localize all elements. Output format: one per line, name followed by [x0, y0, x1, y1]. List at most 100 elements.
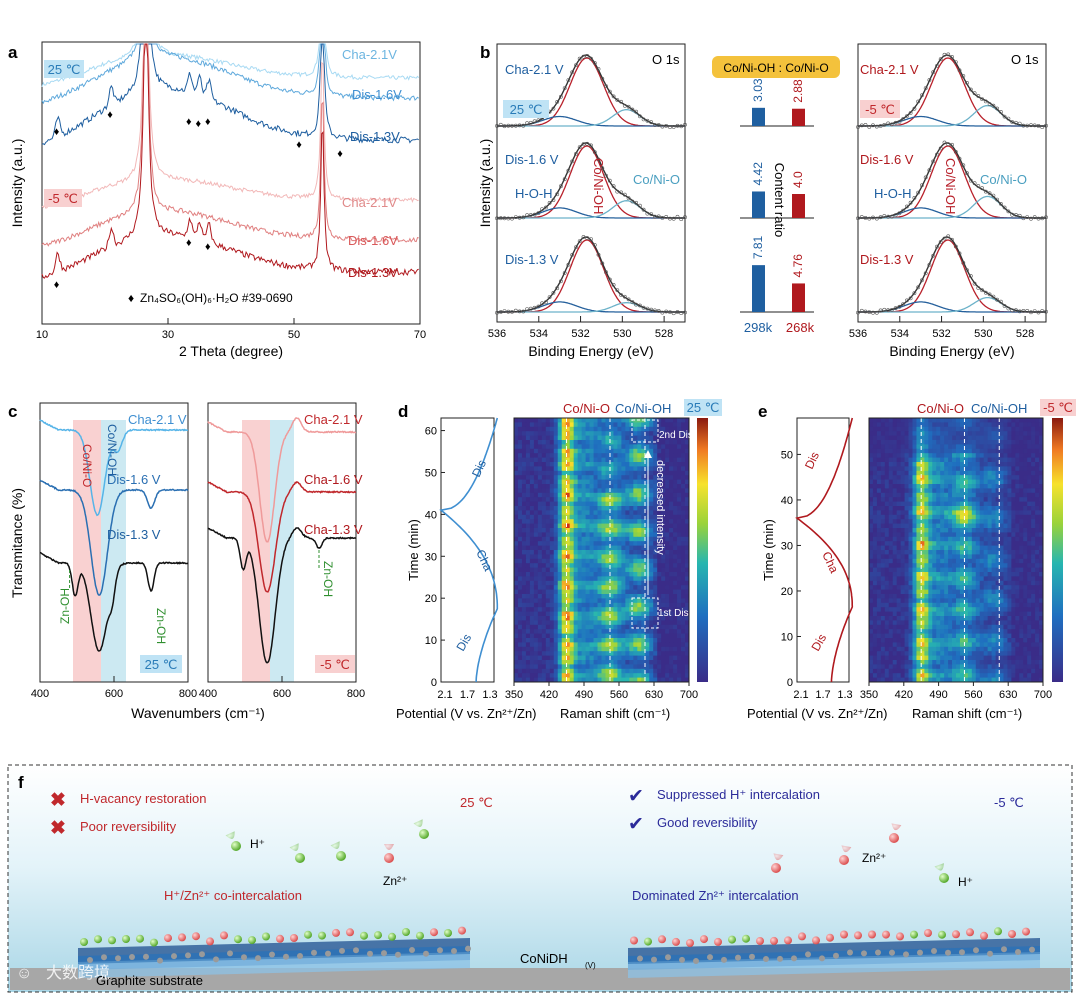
heat-cell: [1011, 594, 1016, 599]
heat-cell: [987, 435, 992, 441]
heat-cell: [593, 440, 598, 445]
heat-cell: [573, 558, 579, 564]
heat-cell: [975, 426, 981, 432]
annotation-box: [631, 419, 659, 443]
heat-cell: [633, 585, 638, 590]
heat-cell: [541, 510, 547, 516]
heat-cell: [529, 655, 535, 661]
heat-cell: [561, 466, 567, 472]
heat-cell: [936, 444, 941, 450]
heat-cell: [1007, 488, 1012, 494]
heat-cell: [597, 580, 602, 586]
heat-cell: [525, 554, 531, 560]
heat-cell: [633, 466, 638, 472]
heat-cell: [541, 444, 547, 450]
ftir-curve: [207, 480, 357, 593]
heat-cell: [529, 488, 535, 494]
heat-cell: [645, 668, 650, 674]
xrd-diamond-marker: ♦: [54, 126, 60, 138]
heat-cell: [681, 448, 686, 454]
heat-cell: [1007, 563, 1012, 568]
xps-data-point: [634, 200, 639, 205]
heat-cell: [681, 431, 686, 436]
heat-cell: [617, 563, 622, 568]
heat-cell: [685, 567, 690, 573]
heat-cell: [987, 475, 992, 480]
heat-cell: [948, 440, 953, 445]
heat-cell: [1019, 519, 1024, 524]
heat-cell: [1031, 541, 1036, 546]
xps-data-point: [916, 190, 921, 195]
heat-cell: [533, 624, 539, 630]
heat-cell: [565, 624, 571, 630]
heat-cell: [1015, 550, 1020, 555]
heat-cell: [967, 501, 973, 507]
heat-cell: [924, 523, 929, 529]
heat-cell: [541, 448, 547, 454]
heat-cell: [633, 646, 638, 652]
heat-cell: [876, 563, 882, 568]
heat-cell: [653, 673, 658, 678]
heat-cell: [521, 479, 527, 485]
heat-cell: [669, 431, 674, 436]
heat-cell: [621, 629, 626, 634]
xrd-diamond-marker: ♦: [54, 279, 60, 291]
heat-cell: [537, 426, 543, 432]
heat-cell: [940, 426, 945, 432]
heat-cell: [565, 677, 571, 683]
heat-cell: [653, 589, 658, 595]
heat-cell: [681, 660, 686, 665]
heat-cell: [641, 545, 646, 551]
xps-data-point: [878, 124, 883, 128]
heat-cell: [633, 514, 638, 520]
heat-cell: [613, 563, 618, 568]
heat-cell: [869, 506, 874, 511]
heat-cell: [940, 435, 945, 441]
heat-cell: [557, 545, 563, 551]
heat-cell: [920, 594, 925, 599]
heat-cell: [657, 431, 662, 436]
heat-cell: [936, 510, 941, 516]
heat-cell: [900, 536, 905, 542]
heat-cell: [517, 506, 523, 511]
heat-cell: [673, 611, 678, 617]
heat-cell: [1015, 418, 1020, 423]
heat-cell: [621, 422, 626, 428]
heat-cell: [995, 580, 1000, 586]
heat-cell: [956, 594, 961, 599]
heat-cell: [613, 541, 618, 546]
panel-a-tag-m5c: [44, 189, 82, 207]
heat-cell: [609, 629, 614, 634]
heat-cell: [533, 545, 539, 551]
heat-cell: [983, 510, 989, 516]
heat-cell: [959, 457, 965, 463]
heat-cell: [967, 435, 973, 441]
heat-cell: [920, 576, 925, 582]
heat-cell: [952, 488, 957, 494]
heat-cell: [1011, 479, 1016, 485]
heat-cell: [617, 572, 622, 577]
heat-cell: [920, 497, 925, 502]
heat-cell: [1007, 572, 1012, 577]
heat-cell: [661, 470, 666, 476]
heat-cell: [1007, 457, 1012, 463]
heat-cell: [557, 646, 563, 652]
heat-cell: [521, 453, 527, 458]
heat-cell: [565, 475, 571, 480]
heat-cell: [517, 655, 523, 661]
heat-cell: [641, 668, 646, 674]
xps-data-point: [999, 110, 1003, 114]
heat-cell: [1031, 567, 1036, 573]
heat-cell: [597, 585, 602, 590]
heat-cell: [872, 510, 878, 516]
xps-data-point: [923, 271, 928, 276]
heat-cell: [561, 651, 567, 656]
xrd-diamond-marker: ♦: [107, 109, 113, 121]
heat-cell: [621, 501, 626, 507]
heat-cell: [605, 448, 610, 454]
xps-fit-component: [858, 239, 1046, 313]
heat-cell: [936, 426, 941, 432]
heat-cell: [681, 501, 686, 507]
heat-cell: [529, 594, 535, 599]
heat-cell: [940, 523, 945, 529]
